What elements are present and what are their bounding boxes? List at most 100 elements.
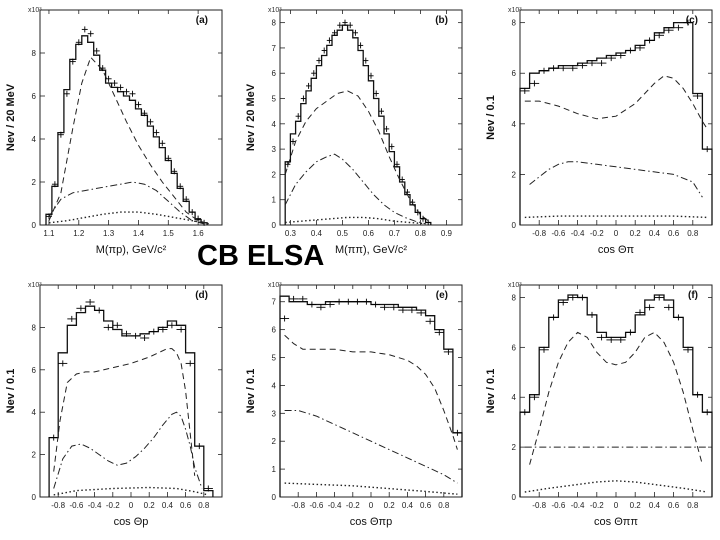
panel-f: -0.8 -0.6 -0.4 -0.2 0 0.2 0.4 0.6 0.8 0 2 4 6 8 x10³ (f… [485,282,713,528]
data-point [316,304,326,311]
y-tick-label: 8 [32,49,37,58]
data-point [334,298,344,305]
data-point [347,22,353,29]
x-tick-label: 0.8 [198,501,210,510]
y-axis-label: Nev / 20 MeV [245,83,257,151]
data-point [165,155,172,162]
data-point [285,161,291,168]
data-point [280,315,290,322]
y-tick-label: 5 [272,354,277,363]
data-point [290,138,296,145]
x-axis-label: cos Θπp [350,516,392,528]
data-point [683,19,693,26]
y-multiplier: x10³ [508,7,522,14]
data-point [203,485,213,492]
y-tick-label: 8 [32,323,37,332]
x-tick-label: 0.2 [144,501,156,510]
dashed-curve [53,348,196,476]
y-axis-label: Nev / 0.1 [485,369,497,414]
data-point [568,65,578,72]
x-tick-label: 0.3 [285,229,297,238]
dotted-curve [48,211,211,225]
data-point [176,326,186,333]
data-point [644,304,655,311]
x-axis-label: M(πp), GeV/c² [96,244,167,256]
data-point [548,314,559,321]
x-tick-label: 1.4 [133,229,145,238]
dotted-curve [285,216,426,225]
data-point [577,294,588,301]
data-point [568,294,578,301]
data-point [673,314,684,321]
data-point [140,335,150,341]
data-point [295,113,301,120]
x-tick-label: 0.8 [438,501,450,510]
y-tick-label: 1 [272,196,277,205]
data-point [337,22,343,29]
data-point [625,47,636,54]
data-point [149,328,159,335]
x-tick-label: -0.6 [70,501,84,510]
data-point [692,93,703,99]
y-tick-label: 0 [512,493,517,502]
data-point [123,88,130,95]
y-tick-label: 6 [272,69,277,78]
data-point [384,125,390,132]
y-tick-label: 0 [512,221,517,230]
data-point [352,298,362,305]
dotted-curve [524,215,708,219]
data-point [371,301,381,308]
plot-frame [39,9,223,226]
data-point [664,304,674,311]
dash-dot-curve [284,153,426,225]
y-multiplier: x10³ [268,282,282,289]
y-tick-label: 3 [272,409,277,418]
data-point [399,176,405,183]
panel-label: (f) [688,290,698,301]
x-tick-label: 0.2 [384,501,396,510]
data-point [326,37,332,44]
x-tick-label: 0.7 [389,229,401,238]
data-point [58,360,68,367]
x-tick-label: -0.2 [590,501,604,510]
x-axis-label: cos Θπ [598,244,635,256]
x-tick-label: -0.6 [552,229,566,238]
x-tick-label: 1.1 [43,229,55,238]
data-point [311,70,317,77]
data-point [407,307,417,314]
data-point [425,318,435,325]
x-tick-label: 0.2 [630,501,642,510]
x-tick-label: 0.6 [180,501,192,510]
data-point [587,60,597,67]
x-tick-label: -0.6 [310,501,324,510]
data-point [673,24,684,31]
dash-dot-curve [284,410,458,484]
panel-a: 1.1 1.2 1.3 1.4 1.5 1.6 0 2 4 6 8 x10³ (a) M(πp), GeV… [5,7,223,256]
data-point [316,57,322,64]
data-point [332,29,338,36]
x-tick-label: 1.3 [103,229,115,238]
x-tick-label: -0.8 [532,501,546,510]
y-tick-label: 8 [272,19,277,28]
data-point [358,42,364,49]
data-point [520,87,530,94]
plot-frame [279,9,463,226]
panel-e: -0.8 -0.6 -0.4 -0.2 0 0.2 0.4 0.6 0.8 0 1 2 3 4 5 6 7 x10… [245,282,463,528]
data-point [342,19,348,26]
data-point [529,80,540,87]
data-point [135,101,142,108]
x-axis-label: M(ππ), GeV/c² [335,244,407,256]
data-point [373,90,379,97]
banner-title: CB ELSA [197,240,325,272]
data-point [306,82,312,89]
y-tick-label: 6 [32,366,37,375]
data-point [111,80,118,87]
data-point [352,29,358,36]
y-tick-label: 0 [32,221,37,230]
y-tick-label: 7 [272,298,277,307]
data-point [587,311,597,318]
data-point [158,326,168,333]
data-point [389,304,399,311]
x-tick-label: 0.4 [649,229,661,238]
